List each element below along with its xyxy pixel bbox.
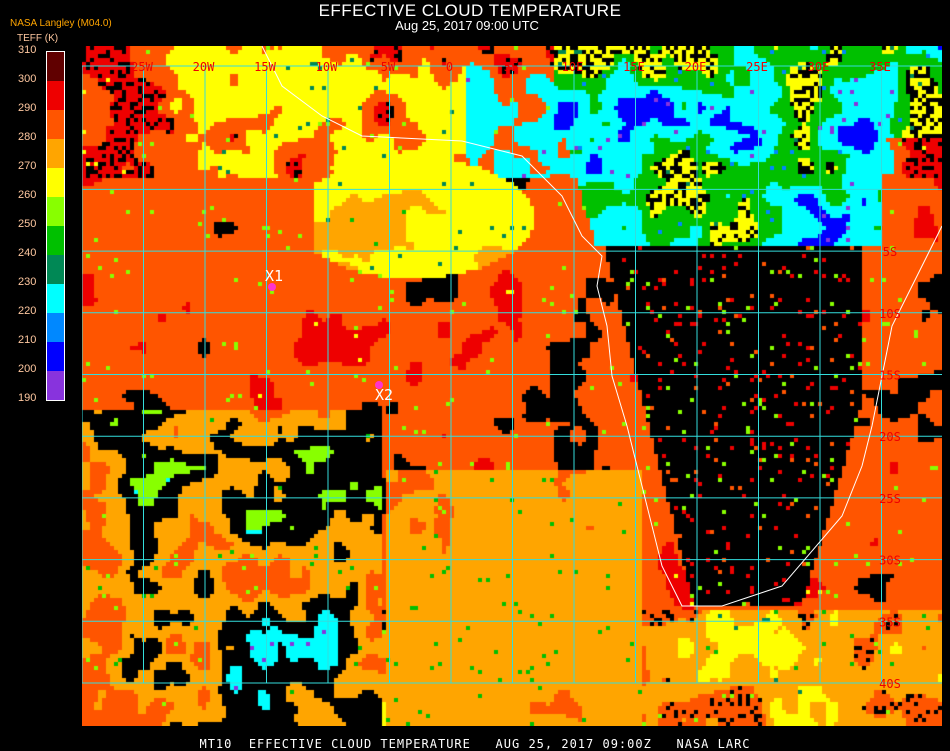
color-scale-tick: 200 xyxy=(18,363,37,375)
marker-x1-dot xyxy=(268,283,276,291)
color-scale-tick: 190 xyxy=(18,392,37,404)
latitude-label: 20S xyxy=(879,430,901,444)
marker-x2-dot xyxy=(375,381,383,389)
color-scale-swatch xyxy=(47,371,64,400)
latitude-label: 10S xyxy=(879,307,901,321)
color-scale-tick: 210 xyxy=(18,334,37,346)
coastline xyxy=(261,46,942,607)
color-scale-swatch xyxy=(47,197,64,226)
color-scale-swatch xyxy=(47,226,64,255)
color-scale-swatch xyxy=(47,110,64,139)
longitude-label: 25W xyxy=(131,60,153,74)
color-scale-tick: 270 xyxy=(18,160,37,172)
footer-caption: MT10 EFFECTIVE CLOUD TEMPERATURE AUG 25,… xyxy=(199,737,751,751)
longitude-label: 30E xyxy=(808,60,830,74)
color-scale-swatch xyxy=(47,255,64,284)
longitude-label: 20W xyxy=(193,60,215,74)
latitude-label: 40S xyxy=(879,677,901,691)
color-scale-tick: 230 xyxy=(18,276,37,288)
latitude-label: 35S xyxy=(879,615,901,629)
color-scale-swatch xyxy=(47,313,64,342)
color-scale-swatch xyxy=(47,342,64,371)
color-scale-swatch xyxy=(47,52,64,81)
color-scale-swatch xyxy=(47,139,64,168)
latitude-label: 30S xyxy=(879,554,901,568)
color-scale-tick: 260 xyxy=(18,189,37,201)
longitude-label: 0 xyxy=(446,60,453,74)
chart-subtitle: Aug 25, 2017 09:00 UTC xyxy=(395,18,539,33)
latitude-label: 25S xyxy=(879,492,901,506)
latitude-label: 5S xyxy=(883,245,897,259)
longitude-label: 5W xyxy=(381,60,396,74)
color-scale-tick: 250 xyxy=(18,218,37,230)
longitude-label: 10W xyxy=(316,60,338,74)
color-scale-tick: 310 xyxy=(18,44,37,56)
map-overlay: 25W 20W 15W 10W 5W 0 5E 10E 15E 20E 25E 30E 35E 5S 10S… xyxy=(82,46,942,691)
color-scale-tick: 290 xyxy=(18,102,37,114)
marker-x1-label: X1 xyxy=(265,267,284,285)
longitude-label: 10E xyxy=(562,60,584,74)
color-scale-tick: 300 xyxy=(18,73,37,85)
longitude-label: 25E xyxy=(746,60,768,74)
color-scale-tick: 220 xyxy=(18,305,37,317)
longitude-label: 5E xyxy=(504,60,518,74)
latitude-label: 15S xyxy=(879,369,901,383)
color-scale-swatch xyxy=(47,81,64,110)
longitude-label: 15W xyxy=(254,60,276,74)
color-scale-swatch xyxy=(47,168,64,197)
color-scale-bar xyxy=(46,51,65,401)
longitude-label: 15E xyxy=(623,60,645,74)
longitude-label: 20E xyxy=(685,60,707,74)
marker-x2-label: X2 xyxy=(375,386,394,404)
color-scale-tick: 240 xyxy=(18,247,37,259)
color-scale-tick: 280 xyxy=(18,131,37,143)
organization-label: NASA Langley (M04.0) xyxy=(10,18,112,29)
units-label: TEFF (K) xyxy=(17,33,59,44)
longitude-label: 35E xyxy=(869,60,891,74)
chart-title: EFFECTIVE CLOUD TEMPERATURE xyxy=(318,1,622,20)
color-scale-swatch xyxy=(47,284,64,313)
